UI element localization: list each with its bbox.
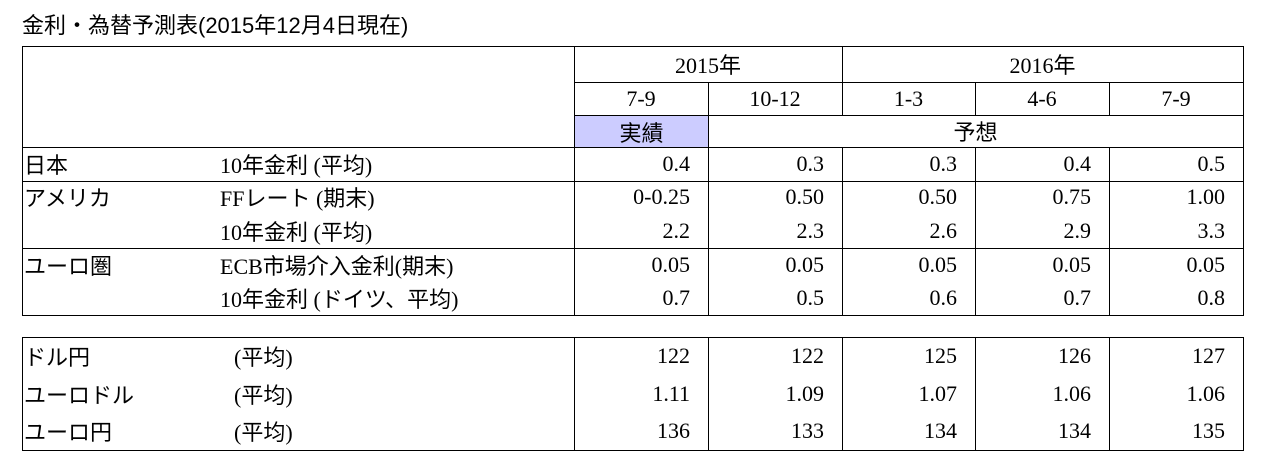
rule bbox=[975, 82, 976, 115]
cell-value: 0.4 bbox=[662, 150, 691, 176]
rule bbox=[1109, 147, 1110, 315]
cell-value: 1.00 bbox=[1186, 184, 1226, 210]
rule bbox=[708, 82, 709, 315]
row-note: (平均) bbox=[234, 382, 293, 408]
cell-value: 135 bbox=[1192, 418, 1225, 444]
rule bbox=[22, 46, 23, 315]
cell-value: 126 bbox=[1058, 342, 1091, 368]
item: 10年金利 (平均) bbox=[220, 219, 373, 245]
rule bbox=[975, 337, 976, 450]
cell-value: 2.3 bbox=[796, 217, 825, 243]
title: 金利・為替予測表(2015年12月4日現在) bbox=[22, 13, 409, 38]
region: アメリカ bbox=[24, 186, 111, 212]
cell-value: 0-0.25 bbox=[633, 184, 690, 210]
cell-value: 134 bbox=[924, 418, 957, 444]
rule bbox=[22, 315, 1243, 316]
cell-value: 127 bbox=[1192, 342, 1225, 368]
cell-value: 136 bbox=[657, 418, 690, 444]
item: ECB市場介入金利(期末) bbox=[220, 253, 454, 279]
cell-value: 1.06 bbox=[1186, 380, 1226, 406]
rule bbox=[842, 46, 843, 115]
cell-value: 0.8 bbox=[1197, 285, 1226, 311]
period-header: 7-9 bbox=[626, 85, 656, 111]
period-header: 1-3 bbox=[893, 85, 924, 111]
cell-value: 0.05 bbox=[651, 251, 691, 277]
rule bbox=[22, 450, 1244, 451]
rule bbox=[842, 337, 843, 450]
rule bbox=[22, 248, 1243, 249]
rule bbox=[574, 46, 575, 315]
row-note: (平均) bbox=[234, 420, 293, 446]
cell-value: 0.3 bbox=[929, 150, 958, 176]
rule bbox=[22, 181, 1243, 182]
year-header: 2015年 bbox=[674, 53, 741, 78]
status-header: 予想 bbox=[953, 120, 998, 145]
rule bbox=[1109, 337, 1110, 450]
rule bbox=[574, 82, 1243, 83]
cell-value: 0.3 bbox=[796, 150, 825, 176]
year-header: 2016年 bbox=[1009, 53, 1076, 78]
cell-value: 0.05 bbox=[785, 251, 825, 277]
rule bbox=[1109, 82, 1110, 115]
cell-value: 0.05 bbox=[1186, 251, 1226, 277]
row-note: (平均) bbox=[234, 344, 293, 370]
item: 10年金利 (平均) bbox=[220, 152, 373, 178]
row-label: ユーロ円 bbox=[24, 420, 113, 446]
cell-value: 0.50 bbox=[785, 184, 825, 210]
cell-value: 0.50 bbox=[918, 184, 958, 210]
rule bbox=[22, 337, 23, 450]
cell-value: 0.7 bbox=[1063, 285, 1092, 311]
cell-value: 3.3 bbox=[1197, 217, 1226, 243]
cell-value: 0.7 bbox=[662, 285, 691, 311]
region: 日本 bbox=[24, 152, 69, 178]
cell-value: 1.07 bbox=[918, 380, 958, 406]
rule bbox=[1243, 46, 1244, 315]
rule bbox=[842, 147, 843, 315]
row-label: ドル円 bbox=[24, 344, 91, 370]
cell-value: 133 bbox=[791, 418, 824, 444]
cell-value: 1.11 bbox=[652, 380, 690, 406]
rule bbox=[574, 337, 575, 450]
cell-value: 0.05 bbox=[918, 251, 958, 277]
cell-value: 0.5 bbox=[796, 285, 825, 311]
rule bbox=[574, 115, 1243, 116]
cell-value: 1.09 bbox=[785, 380, 825, 406]
rule bbox=[975, 147, 976, 315]
cell-value: 2.9 bbox=[1063, 217, 1092, 243]
rule bbox=[708, 337, 709, 450]
cell-value: 0.4 bbox=[1063, 150, 1092, 176]
rule bbox=[22, 337, 1243, 338]
rule bbox=[22, 147, 1243, 148]
cell-value: 122 bbox=[657, 342, 690, 368]
cell-value: 0.6 bbox=[929, 285, 958, 311]
row-label: ユーロドル bbox=[24, 382, 135, 408]
cell-value: 0.5 bbox=[1197, 150, 1226, 176]
cell-value: 1.06 bbox=[1052, 380, 1092, 406]
period-header: 7-9 bbox=[1161, 85, 1191, 111]
rule bbox=[22, 46, 1243, 47]
rule bbox=[1243, 337, 1244, 450]
period-header: 10-12 bbox=[749, 85, 801, 111]
cell-value: 0.05 bbox=[1052, 251, 1092, 277]
cell-value: 122 bbox=[791, 342, 824, 368]
cell-value: 0.75 bbox=[1052, 184, 1092, 210]
item: 10年金利 (ドイツ、平均) bbox=[220, 287, 459, 313]
cell-value: 134 bbox=[1058, 418, 1091, 444]
period-header: 4-6 bbox=[1027, 85, 1057, 111]
cell-value: 125 bbox=[924, 342, 957, 368]
cell-value: 2.6 bbox=[929, 217, 958, 243]
item: FFレート (期末) bbox=[220, 186, 375, 212]
cell-value: 2.2 bbox=[662, 217, 691, 243]
status-header: 実績 bbox=[575, 116, 708, 147]
region: ユーロ圏 bbox=[24, 253, 113, 279]
